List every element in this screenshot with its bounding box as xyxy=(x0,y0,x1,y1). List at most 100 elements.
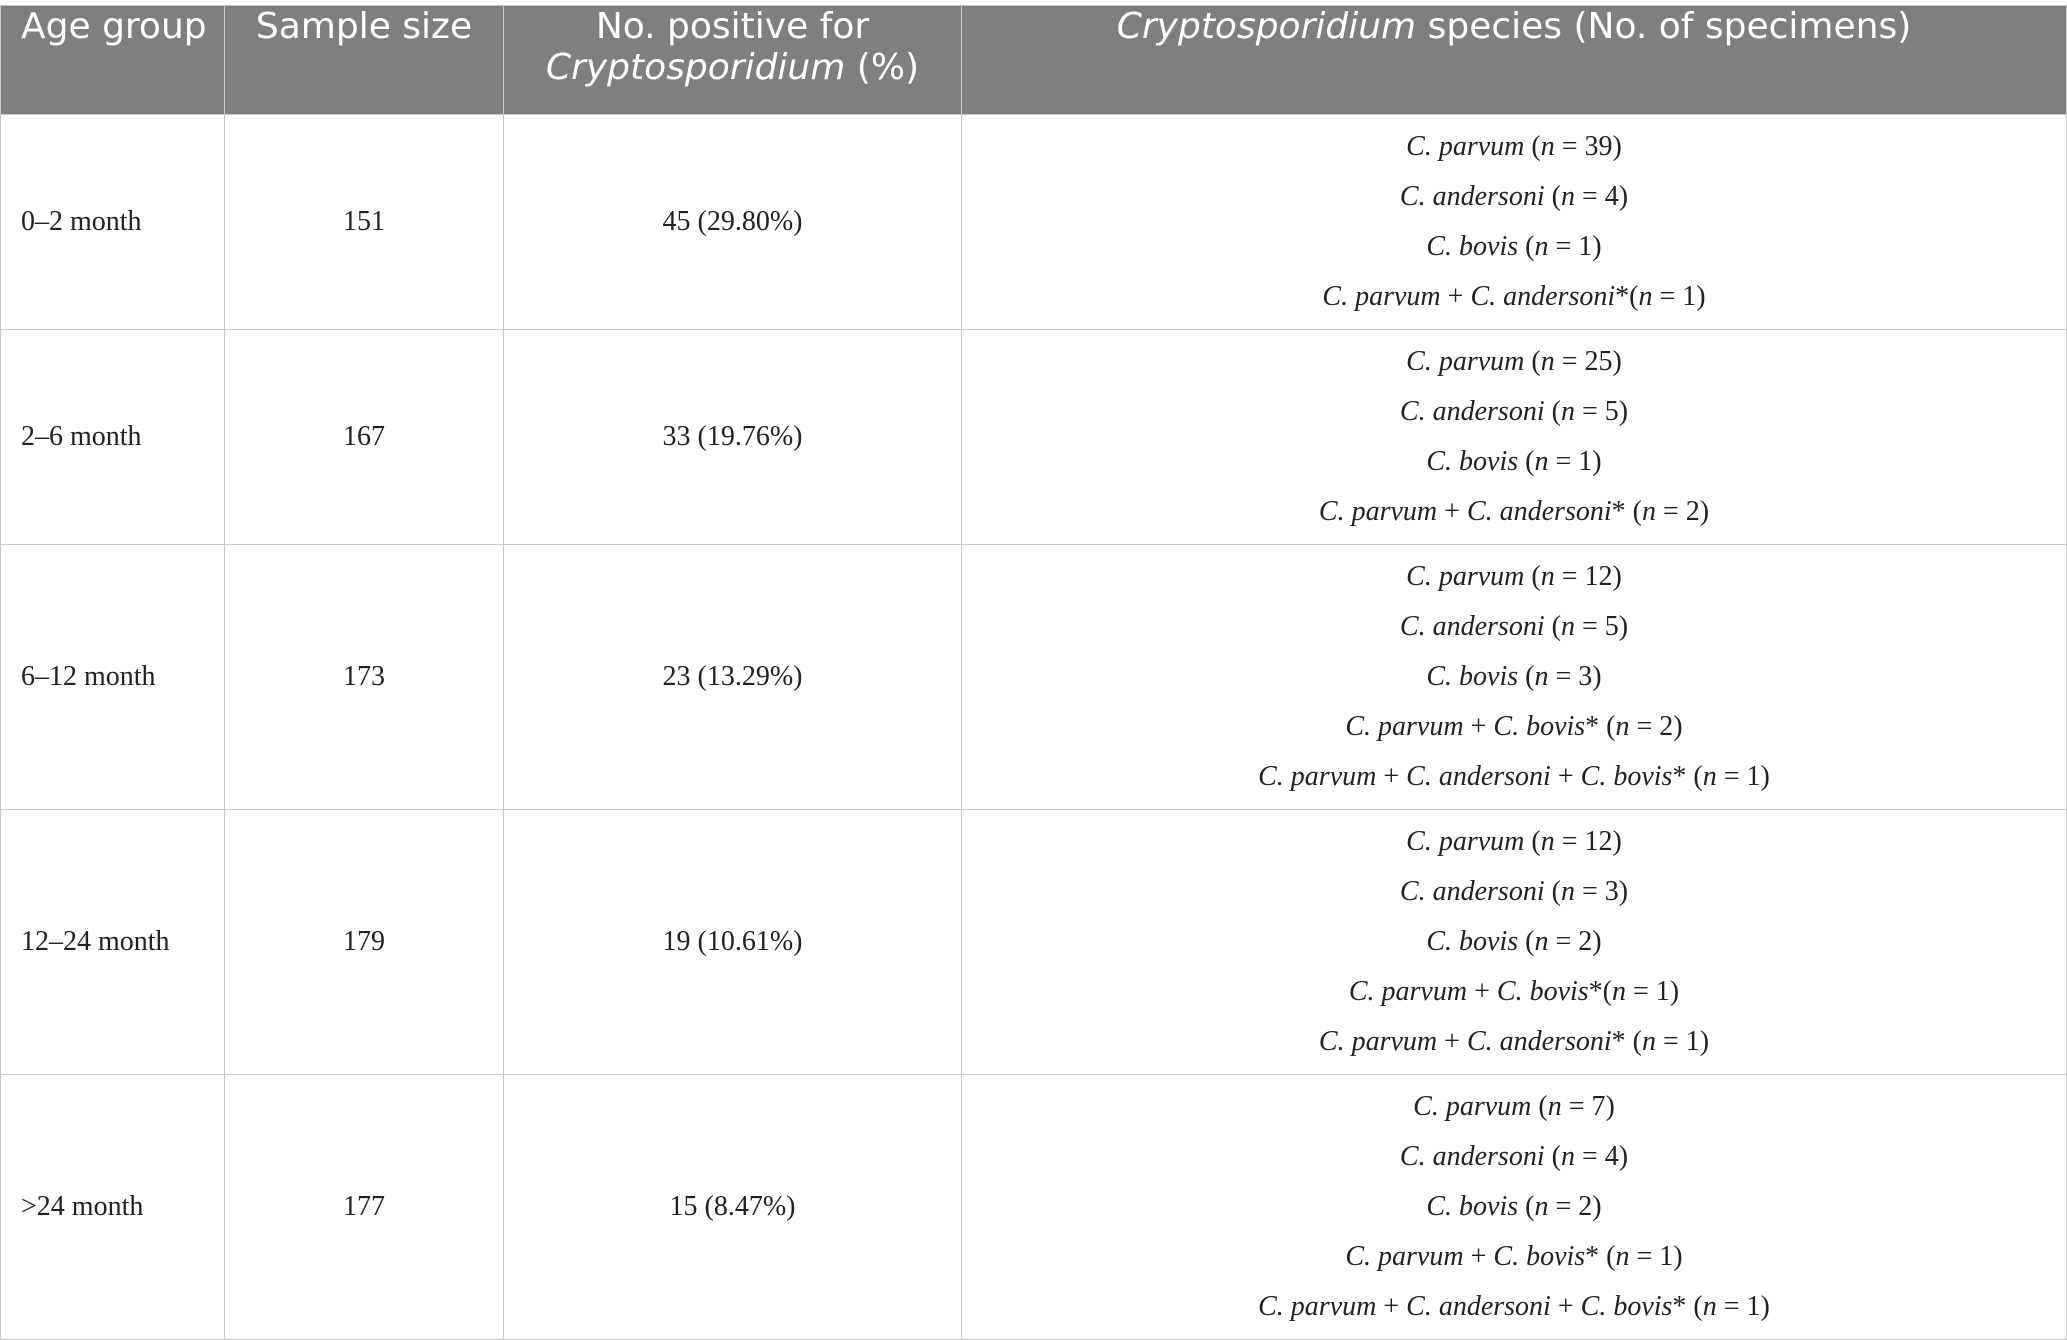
species-text: ( xyxy=(1524,826,1541,857)
species-text: + xyxy=(1467,976,1497,1007)
sample-size-cell: 173 xyxy=(224,544,504,810)
species-italic-text: n xyxy=(1534,661,1549,692)
species-italic-text: C. parvum xyxy=(1318,496,1438,527)
header-positive: No. positive for Cryptosporidium (%) xyxy=(503,5,962,115)
species-italic-text: C. andersoni xyxy=(1406,1291,1551,1322)
species-text: * ( xyxy=(1611,1026,1642,1057)
species-text: = 7) xyxy=(1561,1091,1615,1122)
positive-count-cell: 45 (29.80%) xyxy=(503,114,962,330)
species-text: + xyxy=(1550,1291,1581,1322)
species-entry: C. bovis (n = 1) xyxy=(962,437,2066,487)
species-text: = 3) xyxy=(1574,876,1629,907)
header-positive-genus: Cryptosporidium xyxy=(545,47,846,88)
header-sample-size: Sample size xyxy=(224,5,504,115)
sample-size-cell: 167 xyxy=(224,329,504,545)
species-italic-text: n xyxy=(1534,231,1549,262)
species-entry: C. andersoni (n = 3) xyxy=(962,867,2066,917)
species-italic-text: n xyxy=(1560,876,1575,907)
species-text: ( xyxy=(1518,661,1535,692)
header-species-suffix: species (No. of specimens) xyxy=(1416,6,1912,47)
species-italic-text: C. parvum xyxy=(1406,131,1525,162)
species-text: + xyxy=(1437,496,1467,527)
species-text: *( xyxy=(1615,281,1639,312)
species-entry: C. andersoni (n = 5) xyxy=(962,387,2066,437)
species-text: = 2) xyxy=(1548,926,1602,957)
species-italic-text: n xyxy=(1702,761,1717,792)
species-entry: C. parvum + C. andersoni* (n = 2) xyxy=(962,487,2066,537)
species-text: = 2) xyxy=(1548,1191,1602,1222)
species-text: = 1) xyxy=(1716,1291,1770,1322)
species-italic-text: n xyxy=(1560,611,1575,642)
species-entry: C. andersoni (n = 4) xyxy=(962,172,2066,222)
species-italic-text: n xyxy=(1534,926,1549,957)
age-group-cell: 6–12 month xyxy=(0,544,225,810)
species-italic-text: n xyxy=(1615,1241,1630,1272)
species-italic-text: n xyxy=(1540,826,1555,857)
species-italic-text: n xyxy=(1638,281,1653,312)
species-entry: C. bovis (n = 3) xyxy=(962,652,2066,702)
species-italic-text: C. parvum xyxy=(1406,346,1525,377)
age-group-cell: 12–24 month xyxy=(0,809,225,1075)
species-text: = 39) xyxy=(1554,131,1622,162)
species-text: = 4) xyxy=(1574,1141,1629,1172)
species-italic-text: n xyxy=(1702,1291,1717,1322)
table-row: 0–2 month 151 45 (29.80%) C. parvum (n = 39… xyxy=(0,114,2067,330)
positive-count-cell: 19 (10.61%) xyxy=(503,809,962,1075)
table-row: >24 month 177 15 (8.47%) C. parvum (n = 7) C… xyxy=(0,1074,2067,1340)
species-italic-text: C. parvum xyxy=(1345,1241,1464,1272)
positive-count-cell: 15 (8.47%) xyxy=(503,1074,962,1340)
positive-count-cell: 33 (19.76%) xyxy=(503,329,962,545)
header-age-group-label: Age group xyxy=(21,6,207,47)
age-group-cell: 2–6 month xyxy=(0,329,225,545)
species-entry: C. parvum (n = 39) xyxy=(962,122,2066,172)
species-italic-text: n xyxy=(1547,1091,1562,1122)
species-text: = 1) xyxy=(1652,281,1706,312)
species-text: ( xyxy=(1544,1141,1561,1172)
species-italic-text: n xyxy=(1534,446,1549,477)
species-text: + xyxy=(1550,761,1581,792)
species-italic-text: C. bovis xyxy=(1426,231,1519,262)
species-italic-text: C. andersoni xyxy=(1466,1026,1612,1057)
species-italic-text: C. bovis xyxy=(1580,761,1673,792)
species-text: ( xyxy=(1544,396,1561,427)
species-text: * ( xyxy=(1585,1241,1616,1272)
species-italic-text: n xyxy=(1540,561,1555,592)
positive-count-cell: 23 (13.29%) xyxy=(503,544,962,810)
species-text: + xyxy=(1376,761,1407,792)
species-italic-text: n xyxy=(1560,1141,1575,1172)
species-italic-text: C. parvum xyxy=(1413,1091,1532,1122)
species-italic-text: C. parvum xyxy=(1406,561,1525,592)
species-text: = 5) xyxy=(1574,611,1629,642)
species-text: = 1) xyxy=(1548,231,1602,262)
table-row: 12–24 month 179 19 (10.61%) C. parvum (n = … xyxy=(0,809,2067,1075)
species-text: = 1) xyxy=(1548,446,1602,477)
header-positive-line1: No. positive for xyxy=(595,6,870,47)
species-text: = 2) xyxy=(1655,496,1710,527)
species-cell: C. parvum (n = 7) C. andersoni (n = 4) C. … xyxy=(961,1074,2067,1340)
species-text: * ( xyxy=(1585,711,1616,742)
species-italic-text: C. parvum xyxy=(1258,761,1377,792)
species-text: = 12) xyxy=(1554,826,1622,857)
species-text: ( xyxy=(1544,181,1561,212)
species-italic-text: n xyxy=(1641,1026,1656,1057)
species-entry: C. parvum + C. andersoni + C. bovis* (n … xyxy=(962,752,2066,802)
species-italic-text: n xyxy=(1612,976,1626,1007)
species-cell: C. parvum (n = 12) C. andersoni (n = 5) C.… xyxy=(961,544,2067,810)
species-italic-text: n xyxy=(1540,131,1555,162)
species-italic-text: C. parvum xyxy=(1406,826,1525,857)
species-text: * ( xyxy=(1672,761,1703,792)
table-header: Age group Sample size No. positive for C… xyxy=(0,5,2067,115)
species-text: = 5) xyxy=(1574,396,1629,427)
species-text: = 1) xyxy=(1626,976,1680,1007)
species-italic-text: C. andersoni xyxy=(1399,611,1545,642)
species-text: ( xyxy=(1544,876,1561,907)
species-italic-text: C. parvum xyxy=(1348,976,1468,1007)
species-text: + xyxy=(1463,711,1494,742)
species-text: ( xyxy=(1518,926,1535,957)
species-italic-text: C. parvum xyxy=(1322,281,1441,312)
sample-size-cell: 151 xyxy=(224,114,504,330)
header-age-group: Age group xyxy=(0,5,225,115)
species-italic-text: C. andersoni xyxy=(1399,1141,1545,1172)
table-row: 6–12 month 173 23 (13.29%) C. parvum (n = 1… xyxy=(0,544,2067,810)
species-italic-text: C. bovis xyxy=(1426,1191,1519,1222)
